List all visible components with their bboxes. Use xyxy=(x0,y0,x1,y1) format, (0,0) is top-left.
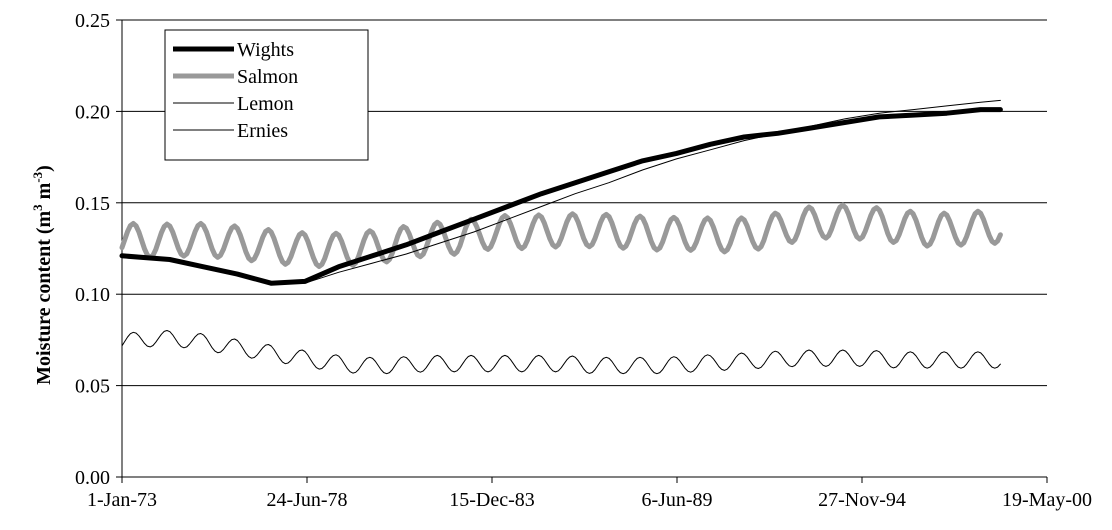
y-tick-label: 0.15 xyxy=(75,193,110,215)
y-tick-label: 0.05 xyxy=(75,376,110,398)
y-tick-label: 0.20 xyxy=(75,101,110,123)
y-tick-label: 0.00 xyxy=(75,467,110,489)
series-lines xyxy=(119,99,1003,375)
y-axis-title: Moisture content (m3 m-3) xyxy=(30,165,55,385)
y-axis-title-main: Moisture content (m xyxy=(33,210,55,384)
series-line-salmon xyxy=(119,202,1003,269)
series-line-wights xyxy=(119,107,1003,286)
y-axis-title-mid: m xyxy=(33,182,55,204)
x-tick-label: 15-Dec-83 xyxy=(449,489,535,511)
y-axis-title-sup2: -3 xyxy=(30,171,45,182)
x-tick-label: 6-Jun-89 xyxy=(641,489,712,511)
y-axis-title-sup1: 3 xyxy=(30,204,45,211)
x-tick-label: 27-Nov-94 xyxy=(818,489,906,511)
legend: Wights Salmon Lemon Ernies xyxy=(164,29,369,161)
legend-box xyxy=(164,29,369,161)
legend-label-lemon: Lemon xyxy=(237,93,294,115)
series-line-ernies xyxy=(121,330,1001,375)
legend-label-salmon: Salmon xyxy=(237,66,298,88)
y-axis-title-end: ) xyxy=(33,165,55,172)
tick-labels: 0.00 0.05 0.10 0.15 0.20 0.25 1-Jan-73 24-Jun-7… xyxy=(75,10,1092,511)
x-tick-label: 24-Jun-78 xyxy=(266,489,347,511)
x-tick-label: 1-Jan-73 xyxy=(87,489,157,511)
legend-label-ernies: Ernies xyxy=(237,120,288,142)
legend-label-wights: Wights xyxy=(237,39,294,61)
y-tick-label: 0.10 xyxy=(75,284,110,306)
y-tick-label: 0.25 xyxy=(75,10,110,32)
x-tick-label: 19-May-00 xyxy=(1002,489,1092,511)
